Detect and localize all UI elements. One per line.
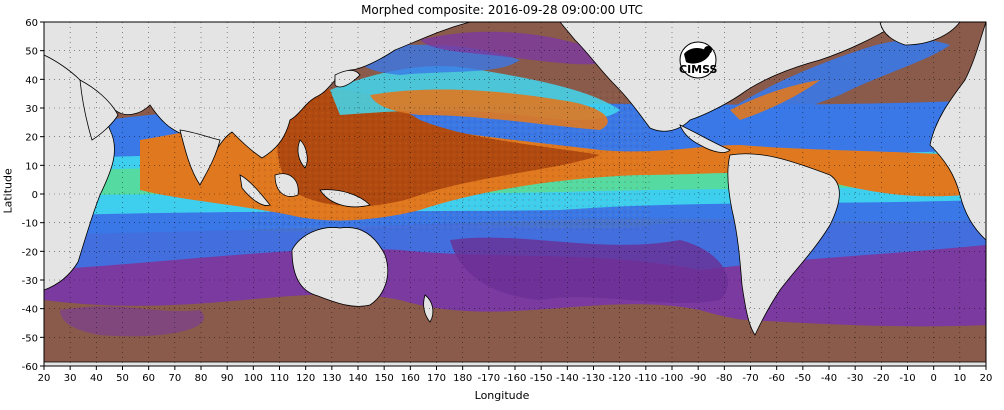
x-tick-label: 160 [401,373,420,384]
x-tick-label: -110 [634,373,657,384]
land-philippines [297,139,308,169]
plot-area [44,22,986,366]
land-new-guinea [319,189,371,208]
x-tick-label: 0 [930,373,936,384]
dotted-grid [44,22,986,366]
land-masses [44,22,986,366]
x-axis-label: Longitude [474,389,530,402]
x-tick-label: 10 [953,373,966,384]
south-dry-purple [60,306,204,337]
x-tick-label: 20 [980,373,993,384]
x-tick-label: 60 [142,373,155,384]
y-tick-label: 40 [25,75,38,86]
south-pacific-purple [450,237,728,303]
north-atlantic-plume [720,39,950,130]
x-tick-label: 110 [270,373,289,384]
x-tick-label: -120 [608,373,631,384]
y-axis-ticks: 60 50 40 30 20 10 0 -10 -20 -30 -40 -50 -60 [22,18,44,373]
land-japan [334,70,361,88]
x-tick-label: 70 [168,373,181,384]
x-tick-label: -100 [661,373,684,384]
land-central-america [679,124,731,153]
x-tick-label: -60 [768,373,784,384]
y-tick-label: 0 [32,190,38,201]
x-tick-label: 140 [348,373,367,384]
map-title: Morphed composite: 2016-09-28 09:00:00 U… [361,3,643,17]
north-atlantic-orange [730,80,820,120]
y-tick-label: 60 [25,18,38,29]
x-tick-label: 180 [453,373,472,384]
x-tick-label: 130 [322,373,341,384]
x-tick-label: 150 [375,373,394,384]
x-tick-label: -170 [477,373,500,384]
y-tick-label: 30 [25,104,38,115]
x-tick-label: -30 [847,373,863,384]
y-tick-label: 50 [25,47,38,58]
x-tick-label: 40 [90,373,103,384]
land-new-zealand [423,294,434,323]
y-tick-label: -40 [22,305,38,316]
north-pacific-purple [420,31,620,65]
x-tick-label: 90 [221,373,234,384]
land-europe-africa-east [929,22,986,241]
x-tick-label: -140 [556,373,579,384]
x-tick-label: 170 [427,373,446,384]
x-tick-label: -130 [582,373,605,384]
x-tick-label: 20 [38,373,51,384]
y-tick-label: 10 [25,161,38,172]
land-north-america [559,22,901,132]
land-australia [291,227,389,307]
north-pacific-orange [370,89,608,130]
y-tick-label: 20 [25,133,38,144]
x-tick-label: -10 [899,373,915,384]
cimss-logo: CIMSS [679,41,718,79]
logo-globe-icon [684,48,710,64]
x-tick-label: -90 [690,373,706,384]
x-tick-label: -20 [873,373,889,384]
x-tick-label: 80 [195,373,208,384]
logo-text: CIMSS [679,63,718,76]
y-tick-label: -60 [22,362,38,373]
x-tick-label: 30 [64,373,77,384]
land-greenland [879,22,961,46]
x-tick-label: 120 [296,373,315,384]
x-tick-label: -150 [530,373,553,384]
y-tick-label: -50 [22,333,38,344]
x-tick-label: 100 [244,373,263,384]
y-tick-label: -20 [22,247,38,258]
x-tick-label: -50 [795,373,811,384]
y-tick-label: -30 [22,276,38,287]
x-tick-label: -70 [742,373,758,384]
y-tick-label: -10 [22,219,38,230]
land-south-america [727,153,840,336]
land-sumatra [239,174,271,206]
land-india [179,129,221,186]
land-arabia [79,79,119,141]
x-tick-label: -40 [821,373,837,384]
x-tick-label: -160 [504,373,527,384]
x-tick-label: -80 [716,373,732,384]
x-tick-label: 50 [116,373,129,384]
land-borneo [274,173,299,197]
x-axis-ticks: 20 30 40 50 60 70 80 90 100 110 120 130 140 150 160 170… [38,366,993,384]
